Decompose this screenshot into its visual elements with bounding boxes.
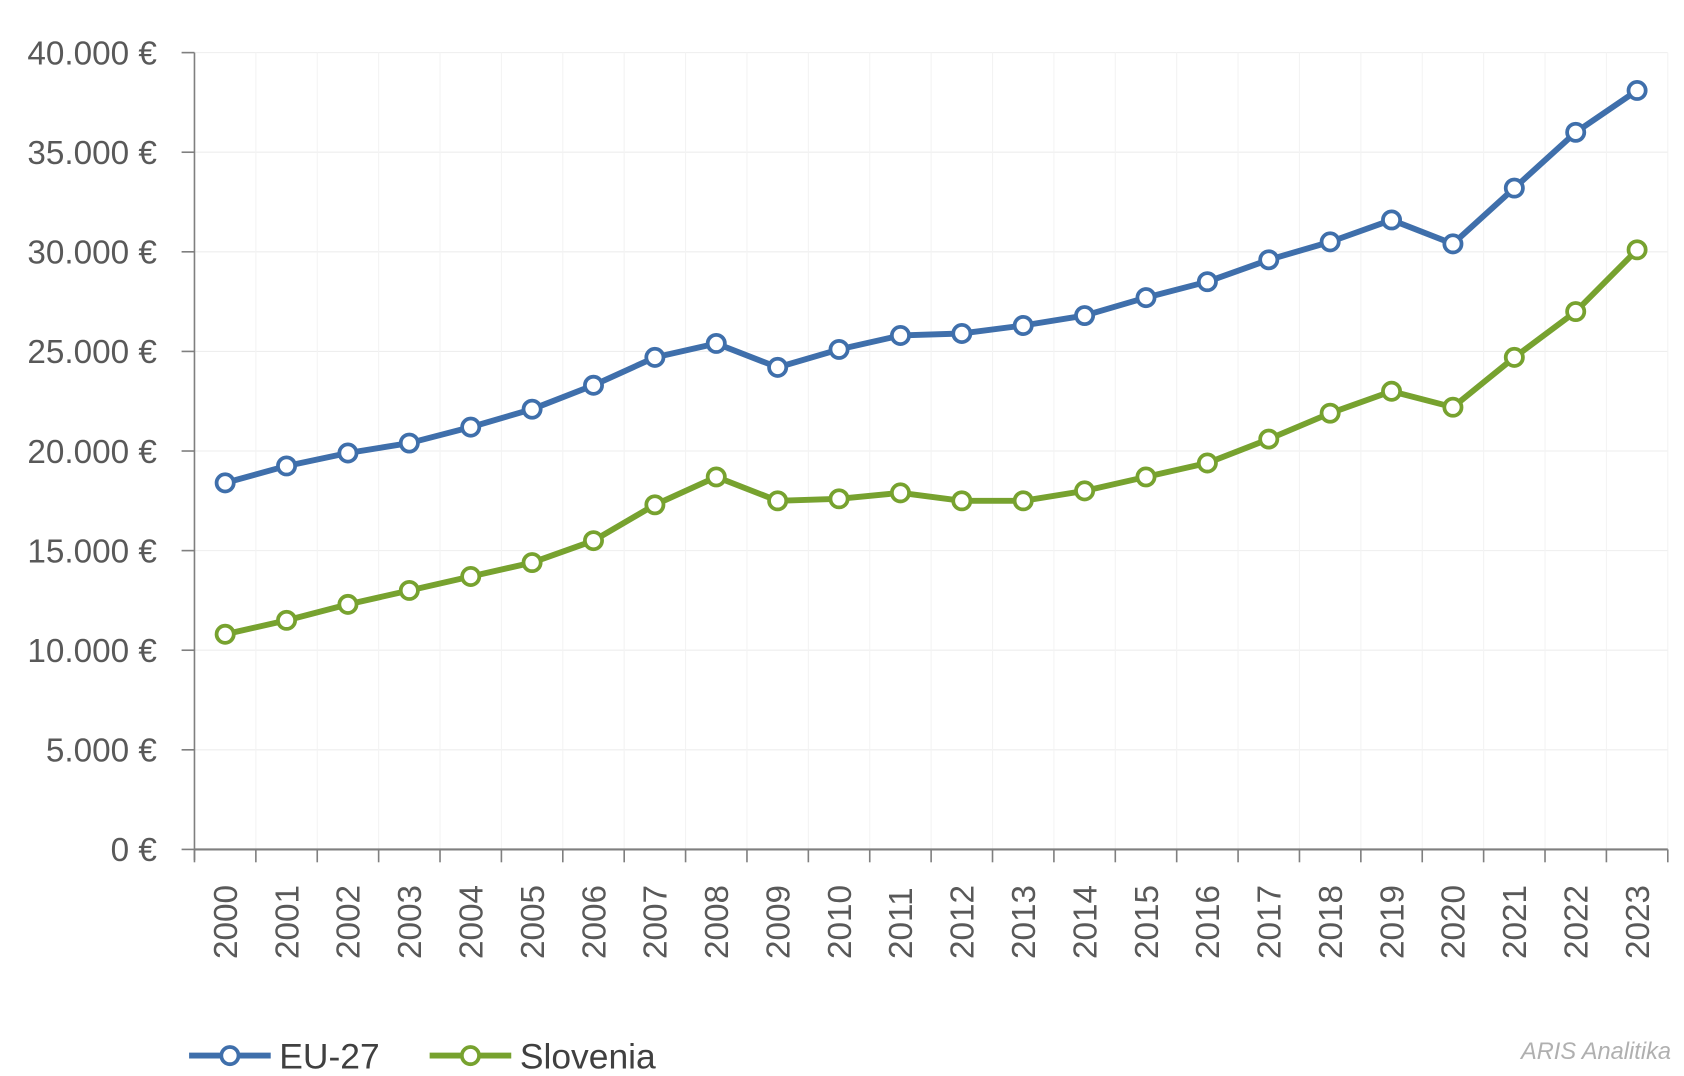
data-point — [1319, 402, 1341, 424]
x-tick-label: 2011 — [883, 887, 920, 959]
data-point — [1135, 287, 1157, 309]
data-point — [951, 490, 973, 512]
data-point — [1503, 346, 1525, 368]
data-point — [828, 338, 850, 360]
series-line — [224, 88, 1639, 486]
x-tick-label: 2005 — [515, 885, 552, 959]
data-point — [1381, 380, 1403, 402]
x-tick-label: 2014 — [1067, 885, 1104, 959]
data-point — [1503, 177, 1525, 199]
data-point — [705, 332, 727, 354]
data-point — [337, 442, 359, 464]
x-tick-label: 2010 — [822, 885, 859, 959]
y-tick-label: 0 € — [111, 832, 158, 869]
x-tick-label: 2004 — [454, 885, 491, 959]
x-tick-label: 2018 — [1313, 885, 1350, 959]
x-tick-label: 2007 — [638, 885, 675, 959]
x-tick-label: 2016 — [1190, 885, 1227, 959]
y-tick-label: 5.000 € — [46, 733, 157, 770]
y-axis-ticks: 0 € 5.000 € 10.000 € 15.000 € 20.000 € 25.000… — [27, 35, 195, 869]
data-point — [1074, 305, 1096, 327]
data-point — [1565, 301, 1587, 323]
legend-marker-icon — [219, 1045, 241, 1067]
data-point — [1626, 79, 1648, 101]
data-point — [1319, 231, 1341, 253]
data-point — [1381, 209, 1403, 231]
x-tick-label: 2009 — [760, 885, 797, 959]
legend-label: EU-27 — [279, 1036, 379, 1076]
data-point — [276, 455, 298, 477]
data-point — [1258, 249, 1280, 271]
data-point — [767, 356, 789, 378]
data-point — [583, 530, 604, 552]
legend-item-eu-27: EU-27 — [189, 1036, 380, 1076]
data-point — [951, 323, 973, 344]
data-point — [767, 490, 789, 512]
data-point — [1442, 396, 1464, 418]
x-tick-label: 2000 — [208, 885, 245, 959]
x-tick-label: 2019 — [1374, 885, 1411, 959]
y-tick-label: 35.000 € — [27, 135, 157, 172]
data-point — [214, 623, 236, 645]
data-point — [1135, 466, 1157, 488]
data-point — [398, 579, 420, 601]
data-point — [1074, 480, 1096, 502]
data-point — [460, 566, 482, 587]
y-tick-label: 30.000 € — [27, 235, 157, 272]
data-point — [1012, 315, 1034, 336]
data-point — [214, 472, 236, 494]
series — [214, 79, 1648, 645]
data-point — [1196, 271, 1218, 293]
legend: EU-27 Slovenia — [189, 1036, 656, 1076]
data-point — [583, 374, 604, 396]
series-slovenia — [214, 239, 1648, 645]
data-point — [460, 416, 482, 438]
x-tick-label: 2003 — [392, 885, 429, 959]
legend-marker-icon — [459, 1045, 481, 1067]
data-point — [1626, 239, 1648, 261]
x-tick-label: 2013 — [1006, 885, 1043, 959]
y-tick-label: 25.000 € — [27, 334, 157, 371]
data-point — [276, 609, 298, 631]
x-tick-label: 2017 — [1252, 885, 1289, 959]
y-tick-label: 10.000 € — [27, 633, 157, 670]
legend-label: Slovenia — [520, 1036, 656, 1076]
data-point — [521, 552, 543, 574]
y-tick-label: 40.000 € — [27, 35, 157, 72]
data-point — [1442, 233, 1464, 255]
series-eu-27 — [214, 79, 1648, 494]
data-point — [1565, 121, 1587, 143]
x-axis-ticks: 2000 2001 2002 2003 2004 2005 2006 2007 2008 2009… — [193, 849, 1669, 959]
data-point — [1012, 490, 1034, 512]
data-point — [644, 494, 666, 516]
x-tick-label: 2022 — [1559, 885, 1596, 959]
x-tick-label: 2012 — [945, 885, 982, 959]
legend-item-slovenia: Slovenia — [429, 1036, 656, 1076]
data-point — [889, 325, 911, 346]
data-point — [1196, 452, 1218, 474]
data-point — [889, 482, 911, 504]
y-tick-label: 15.000 € — [27, 533, 157, 570]
x-tick-label: 2008 — [699, 885, 736, 959]
x-tick-label: 2002 — [331, 885, 368, 959]
data-point — [1258, 428, 1280, 450]
series-line — [224, 247, 1640, 638]
x-tick-label: 2015 — [1129, 885, 1166, 959]
credit-text: ARIS Analitika — [1519, 1039, 1671, 1065]
data-point — [398, 432, 420, 454]
data-point — [521, 398, 543, 420]
x-tick-label: 2023 — [1620, 885, 1657, 959]
x-tick-label: 2020 — [1436, 885, 1473, 959]
y-tick-label: 20.000 € — [27, 434, 157, 471]
data-point — [828, 488, 850, 510]
data-point — [705, 466, 727, 488]
data-point — [644, 346, 666, 368]
data-point — [337, 593, 359, 615]
x-tick-label: 2006 — [576, 885, 613, 959]
x-tick-label: 2001 — [269, 885, 306, 959]
x-tick-label: 2021 — [1497, 885, 1534, 959]
